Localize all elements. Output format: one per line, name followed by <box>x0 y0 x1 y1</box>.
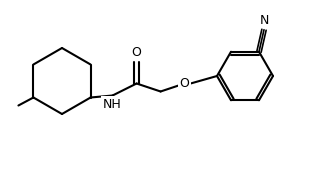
Text: O: O <box>132 47 142 60</box>
Text: N: N <box>259 14 269 27</box>
Text: NH: NH <box>103 97 122 110</box>
Text: O: O <box>180 77 190 90</box>
